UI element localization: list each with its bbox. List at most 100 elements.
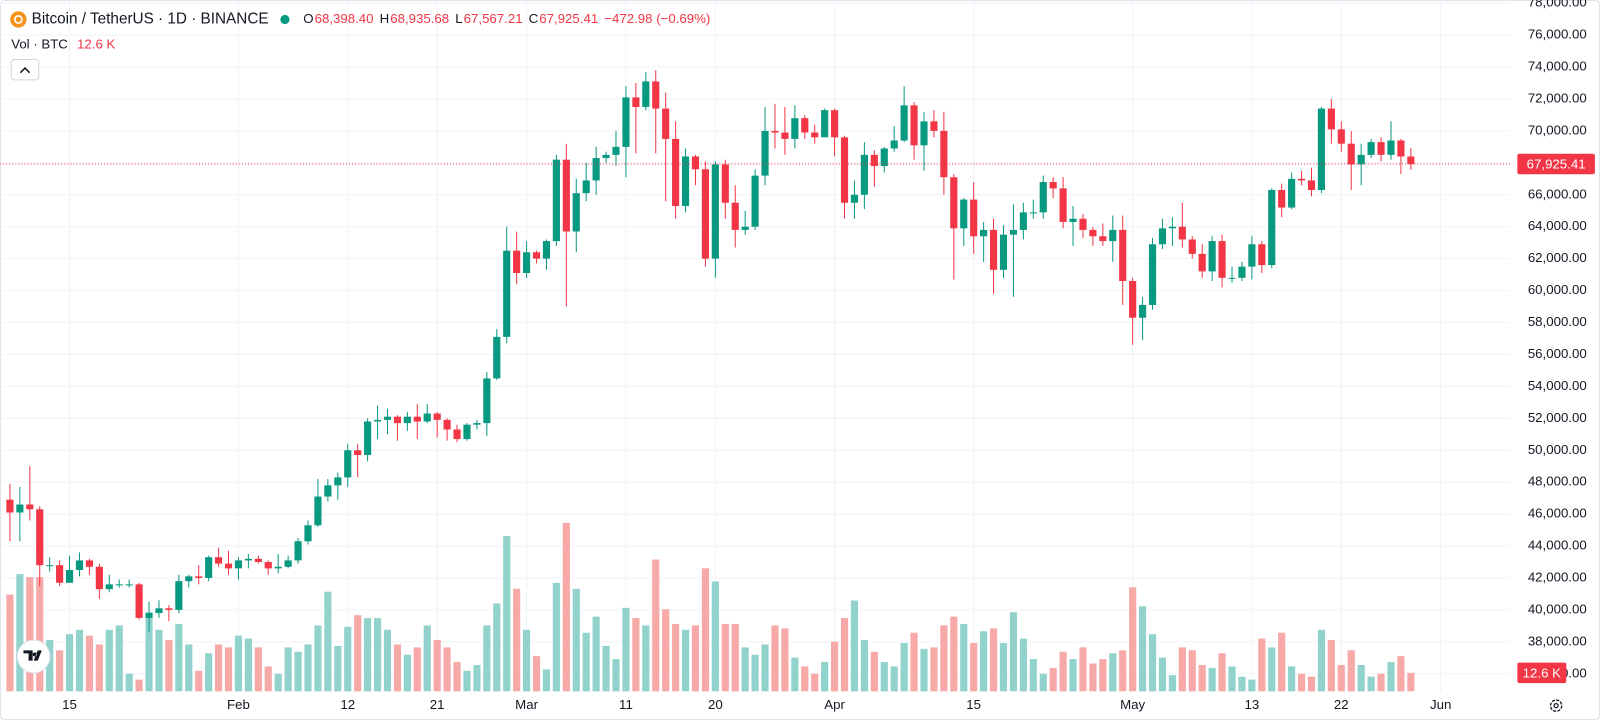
- volume-bar: [165, 640, 173, 692]
- candle-body: [26, 504, 34, 510]
- candle-body: [691, 156, 700, 170]
- volume-bar: [672, 623, 680, 692]
- settings-icon[interactable]: [1549, 699, 1563, 712]
- volume-bar: [731, 623, 739, 692]
- candle-body: [1407, 156, 1415, 165]
- candle-body: [373, 419, 382, 422]
- volume-bar: [1208, 667, 1216, 692]
- candle-body: [572, 193, 580, 232]
- y-tick-label: 76,000.00: [1528, 27, 1587, 42]
- candle-body: [1148, 244, 1157, 305]
- candle-body: [1387, 140, 1395, 155]
- candle-body: [105, 584, 113, 590]
- candle-body: [960, 199, 968, 229]
- volume-bar: [920, 648, 928, 692]
- candle-body: [970, 199, 978, 237]
- candle-body: [115, 584, 123, 586]
- volume-bar: [1297, 673, 1306, 692]
- candle-body: [880, 148, 888, 167]
- volume-bar: [1317, 629, 1326, 692]
- volume-bar: [254, 647, 262, 692]
- candle-body: [1129, 280, 1137, 318]
- volume-bar: [205, 653, 213, 692]
- volume-bar: [850, 600, 859, 692]
- candle-body: [503, 250, 511, 337]
- candle-body: [513, 250, 521, 274]
- volume-badge-label: 12.6 K: [1523, 665, 1561, 680]
- volume-bar: [334, 645, 342, 692]
- volume-bar: [711, 581, 719, 692]
- volume-bar: [900, 642, 908, 692]
- x-tick-label: 22: [1334, 697, 1349, 712]
- candle-body: [950, 177, 958, 229]
- volume-bar: [95, 644, 103, 692]
- volume-bar: [801, 666, 809, 692]
- tradingview-logo[interactable]: [16, 639, 51, 674]
- candle-body: [1397, 140, 1405, 157]
- candle-body: [433, 413, 441, 420]
- candle-body: [473, 423, 481, 425]
- candle-body: [1268, 189, 1276, 266]
- candle-body: [6, 499, 14, 513]
- candle-body: [850, 194, 859, 203]
- candle-body: [612, 146, 620, 155]
- candle-body: [46, 565, 54, 567]
- candle-body: [930, 121, 938, 131]
- candle-body: [1367, 142, 1375, 155]
- volume-bar: [1367, 676, 1375, 692]
- candle-body: [403, 416, 411, 424]
- volume-bar: [393, 644, 401, 692]
- volume-bar: [46, 640, 54, 692]
- volume-bar: [970, 642, 978, 692]
- volume-bar: [125, 673, 133, 692]
- volume-bar: [1347, 650, 1355, 692]
- candles: [6, 70, 1415, 633]
- volume-bar: [413, 647, 421, 692]
- y-tick-label: 66,000.00: [1528, 186, 1587, 201]
- candle-body: [145, 613, 153, 618]
- symbol-logo-inner: [13, 15, 23, 24]
- candle-body: [75, 560, 84, 570]
- volume-bar: [701, 568, 710, 692]
- candle-body: [493, 336, 501, 379]
- volume-bar: [274, 673, 282, 692]
- collapse-button[interactable]: [10, 58, 40, 81]
- volume-bar: [1049, 667, 1057, 692]
- candle-body: [721, 164, 729, 203]
- candle-body: [1158, 228, 1167, 245]
- candle-body: [980, 229, 988, 237]
- y-tick-label: 52,000.00: [1528, 410, 1587, 425]
- candle-body: [771, 130, 779, 133]
- candle-body: [562, 159, 570, 232]
- candle-body: [215, 557, 223, 564]
- volume-bar: [463, 670, 471, 692]
- candle-body: [175, 581, 183, 610]
- volume-bar: [523, 629, 531, 692]
- candle-body: [65, 569, 74, 583]
- candle-body: [1228, 277, 1236, 279]
- volume-bar: [612, 659, 620, 692]
- candle-body: [1258, 244, 1266, 266]
- volume-bar: [1357, 664, 1365, 692]
- candle-body: [791, 118, 799, 139]
- volume-bar: [314, 625, 322, 692]
- volume-bar: [662, 609, 670, 692]
- candle-body: [751, 175, 759, 227]
- candle-body: [582, 180, 590, 194]
- candle-body: [1218, 241, 1226, 278]
- volume-bar: [443, 647, 451, 692]
- volume-bar: [16, 574, 24, 692]
- volume-bar: [1139, 606, 1147, 692]
- volume-bar: [1307, 676, 1316, 692]
- volume-bar: [890, 666, 898, 692]
- candle-body: [989, 229, 998, 270]
- volume-value: 12.6 K: [77, 37, 115, 52]
- candle-body: [860, 154, 868, 195]
- candle-body: [1029, 212, 1037, 214]
- volume-bar: [1387, 662, 1395, 692]
- volume-bar: [860, 640, 868, 692]
- candle-body: [453, 429, 461, 440]
- symbol-logo: [10, 11, 27, 28]
- price-badge-label: 67,925.41: [1527, 157, 1586, 172]
- y-tick-label: 72,000.00: [1528, 90, 1587, 105]
